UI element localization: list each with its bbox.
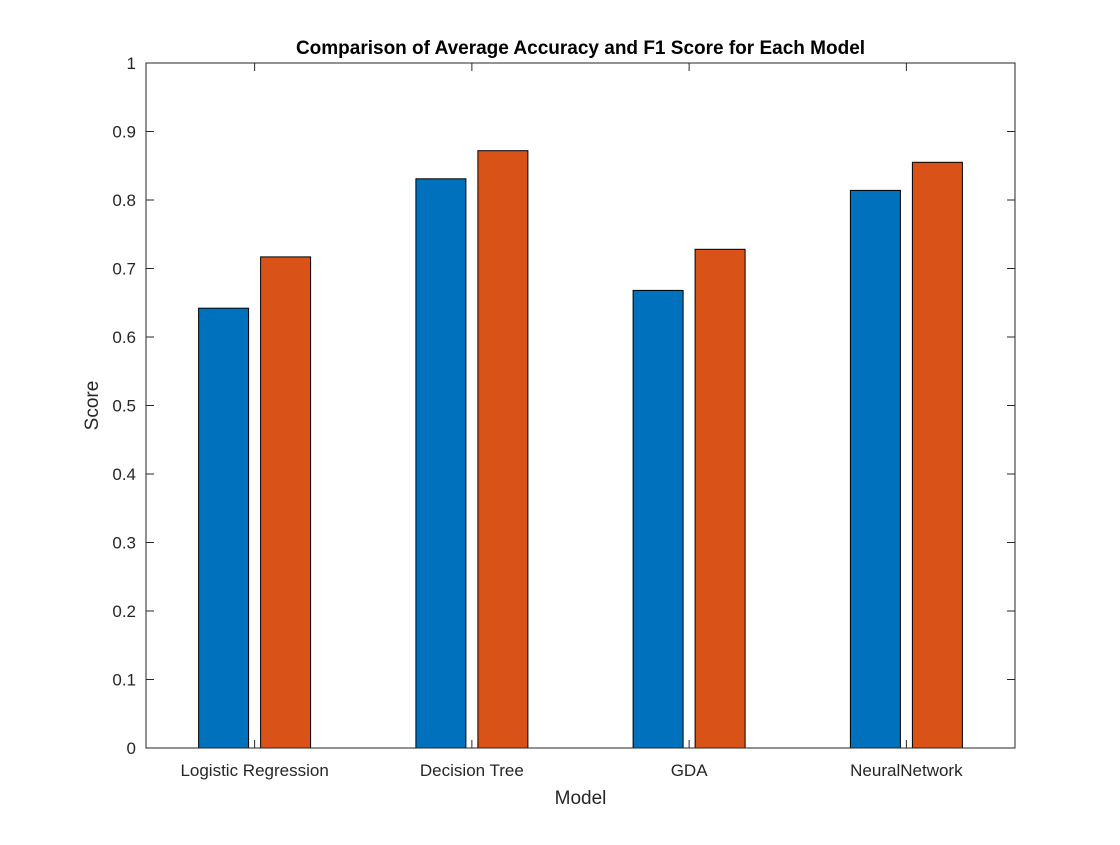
x-tick-label-3: NeuralNetwork (850, 761, 963, 780)
y-tick-label-0: 0 (127, 739, 136, 758)
y-tick-label-7: 0.7 (112, 260, 136, 279)
y-tick-label-1: 0.1 (112, 671, 136, 690)
bars-group (198, 150, 963, 749)
y-axis-label: Score (82, 381, 103, 431)
x-tick-label-2: GDA (671, 761, 709, 780)
x-tick-label-0: Logistic Regression (180, 761, 328, 780)
chart-title: Comparison of Average Accuracy and F1 Sc… (296, 38, 865, 59)
bar-series1-1 (415, 178, 467, 749)
y-tick-label-10: 1 (127, 54, 136, 73)
y-tick-label-6: 0.6 (112, 328, 136, 347)
axes-group: 0 0.1 0.2 0.3 0.4 0.5 0.6 0.7 0.8 0.9 1 Logistic Re… (112, 54, 1016, 780)
bar-series2-3 (911, 161, 963, 749)
bar-series2-0 (260, 256, 312, 749)
x-tick-label-1: Decision Tree (420, 761, 524, 780)
y-tick-label-3: 0.3 (112, 534, 136, 553)
x-axis-label: Model (555, 788, 607, 809)
y-tick-label-8: 0.8 (112, 191, 136, 210)
y-tick-label-2: 0.2 (112, 602, 136, 621)
bar-series2-2 (694, 248, 746, 749)
bar-series1-3 (849, 189, 901, 749)
bar-series1-2 (632, 289, 684, 749)
y-tick-label-5: 0.5 (112, 397, 136, 416)
y-tick-label-4: 0.4 (112, 465, 136, 484)
y-tick-label-9: 0.9 (112, 123, 136, 142)
bar-series1-0 (198, 307, 250, 749)
bar-series2-1 (477, 150, 529, 749)
